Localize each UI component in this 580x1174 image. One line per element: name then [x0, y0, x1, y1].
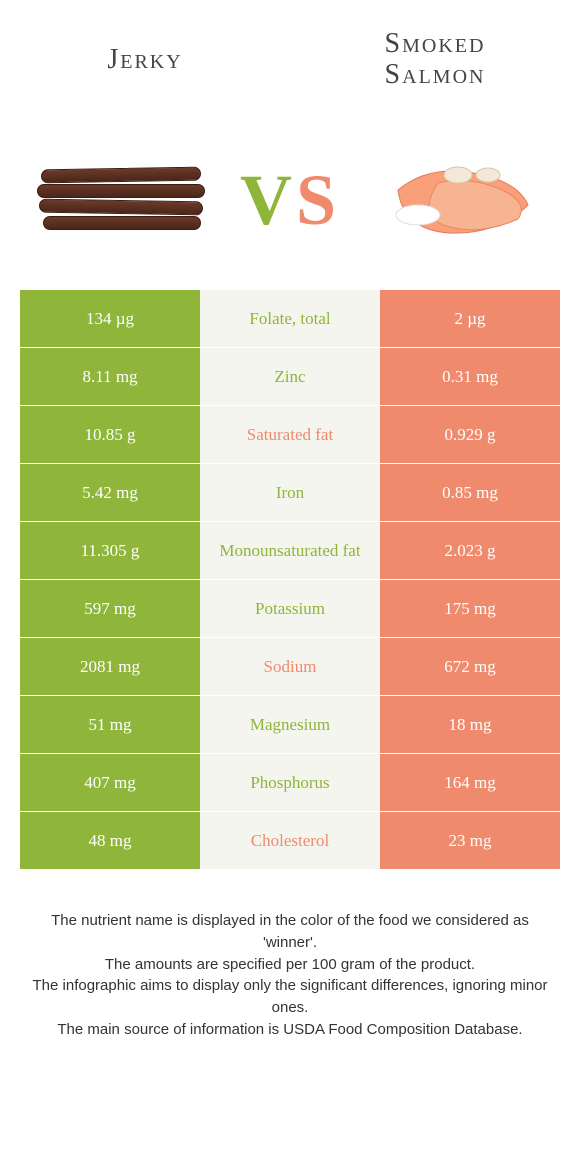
left-value: 134 µg [20, 290, 200, 347]
left-value: 48 mg [20, 812, 200, 869]
table-row: 51 mgMagnesium18 mg [20, 696, 560, 754]
footnote-line: The amounts are specified per 100 gram o… [30, 954, 550, 976]
table-row: 134 µgFolate, total2 µg [20, 290, 560, 348]
table-row: 5.42 mgIron0.85 mg [20, 464, 560, 522]
table-row: 10.85 gSaturated fat0.929 g [20, 406, 560, 464]
table-row: 2081 mgSodium672 mg [20, 638, 560, 696]
nutrient-name: Phosphorus [200, 754, 380, 811]
table-row: 48 mgCholesterol23 mg [20, 812, 560, 870]
right-value: 23 mg [380, 812, 560, 869]
nutrient-name: Monounsaturated fat [200, 522, 380, 579]
right-value: 18 mg [380, 696, 560, 753]
salmon-image [373, 140, 543, 260]
left-value: 10.85 g [20, 406, 200, 463]
right-title: Smoked Salmon [290, 29, 580, 91]
nutrient-name: Folate, total [200, 290, 380, 347]
jerky-image [37, 140, 207, 260]
footnote-line: The nutrient name is displayed in the co… [30, 910, 550, 954]
nutrient-name: Sodium [200, 638, 380, 695]
left-value: 8.11 mg [20, 348, 200, 405]
right-value: 164 mg [380, 754, 560, 811]
right-value: 2.023 g [380, 522, 560, 579]
left-value: 11.305 g [20, 522, 200, 579]
images-row: VS [0, 120, 580, 280]
footnote-line: The infographic aims to display only the… [30, 975, 550, 1019]
table-row: 11.305 gMonounsaturated fat2.023 g [20, 522, 560, 580]
table-row: 8.11 mgZinc0.31 mg [20, 348, 560, 406]
left-value: 2081 mg [20, 638, 200, 695]
right-value: 672 mg [380, 638, 560, 695]
right-value: 0.31 mg [380, 348, 560, 405]
vs-s: S [296, 160, 340, 240]
nutrient-name: Zinc [200, 348, 380, 405]
comparison-table: 134 µgFolate, total2 µg8.11 mgZinc0.31 m… [0, 280, 580, 870]
nutrient-name: Saturated fat [200, 406, 380, 463]
nutrient-name: Magnesium [200, 696, 380, 753]
left-value: 51 mg [20, 696, 200, 753]
table-row: 407 mgPhosphorus164 mg [20, 754, 560, 812]
footnotes: The nutrient name is displayed in the co… [0, 870, 580, 1041]
table-row: 597 mgPotassium175 mg [20, 580, 560, 638]
vs-v: V [240, 160, 296, 240]
header-row: Jerky Smoked Salmon [0, 0, 580, 120]
footnote-line: The main source of information is USDA F… [30, 1019, 550, 1041]
right-title-line1: Smoked [385, 28, 486, 59]
left-title: Jerky [0, 44, 290, 76]
nutrient-name: Potassium [200, 580, 380, 637]
left-value: 407 mg [20, 754, 200, 811]
left-value: 5.42 mg [20, 464, 200, 521]
left-value: 597 mg [20, 580, 200, 637]
nutrient-name: Iron [200, 464, 380, 521]
right-value: 2 µg [380, 290, 560, 347]
right-value: 0.85 mg [380, 464, 560, 521]
right-value: 175 mg [380, 580, 560, 637]
nutrient-name: Cholesterol [200, 812, 380, 869]
right-value: 0.929 g [380, 406, 560, 463]
vs-label: VS [240, 159, 340, 242]
right-title-line2: Salmon [385, 59, 486, 90]
